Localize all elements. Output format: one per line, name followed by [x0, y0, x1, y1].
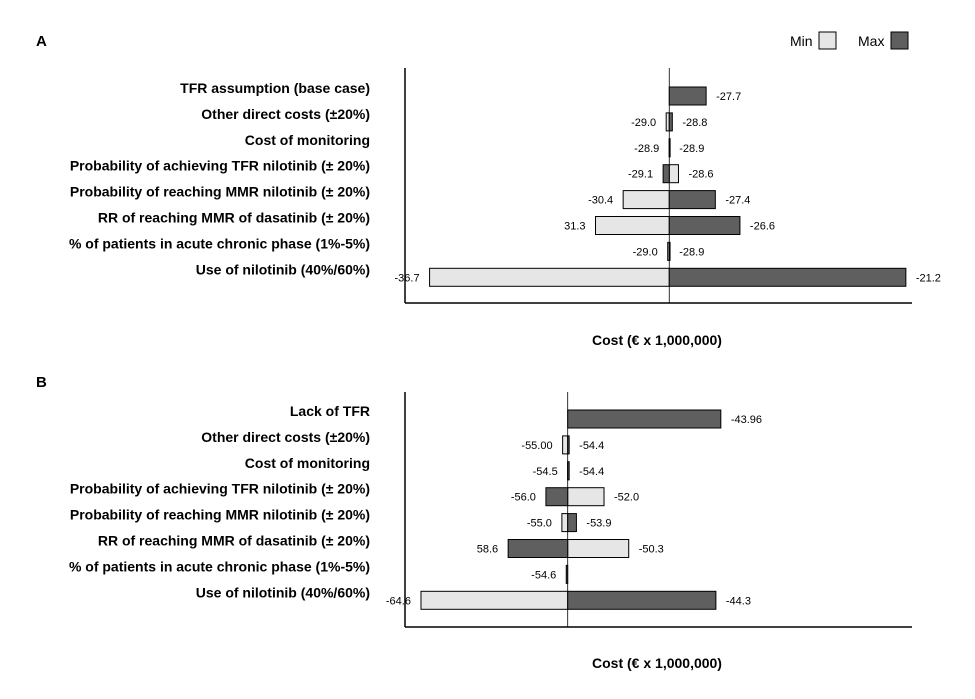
bar-min [562, 435, 569, 455]
category-label: RR of reaching MMR of dasatinib (± 20%) [98, 210, 370, 226]
value-label-min: -28.6 [688, 169, 713, 181]
bar-max [567, 513, 577, 533]
value-label-max: -27.4 [725, 195, 750, 207]
value-label-max: -28.9 [679, 143, 704, 155]
value-label-min: -50.3 [639, 544, 664, 556]
value-label-max: -27.7 [716, 91, 741, 103]
bar-min [429, 267, 670, 287]
bar-max [567, 590, 717, 610]
value-label-max: -54.4 [579, 466, 604, 478]
value-label-max: -28.8 [682, 117, 707, 129]
panel-b-bars: Lack of TFR -43.96 Other direct costs (±20… [69, 392, 912, 628]
category-label: Probability of reaching MMR nilotinib (±… [70, 184, 370, 200]
bar-max [567, 461, 570, 481]
panel-b: B Lack of TFR -43.96 Other direct costs (±… [36, 374, 912, 671]
legend-max-swatch [890, 31, 909, 50]
legend-max-label: Max [858, 33, 884, 49]
value-label-max: -26.6 [750, 221, 775, 233]
value-label-min: -29.0 [633, 246, 658, 258]
value-label-max: -54.6 [531, 569, 556, 581]
bar-max [567, 435, 570, 455]
category-label: Other direct costs (±20%) [201, 106, 370, 122]
category-label: Other direct costs (±20%) [201, 429, 370, 445]
value-label-max: -53.9 [586, 518, 611, 530]
panel-a: A TFR assumption (base case) -27.7 Other d… [36, 33, 941, 348]
legend-min-swatch [818, 31, 837, 50]
value-label-max: -54.4 [579, 440, 604, 452]
category-label: Probability of achieving TFR nilotinib (… [70, 481, 370, 497]
value-label-max: -43.96 [731, 414, 762, 426]
bar-max [668, 241, 671, 261]
value-label-min: -54.5 [533, 466, 558, 478]
value-label-min: -30.4 [588, 195, 613, 207]
panel-a-x-axis-title: Cost (€ x 1,000,000) [592, 332, 722, 348]
bar-max [565, 564, 569, 584]
bar-max [662, 164, 670, 184]
panel-b-label: B [36, 374, 47, 391]
value-label-min: 31.3 [564, 221, 585, 233]
panel-b-x-axis-title: Cost (€ x 1,000,000) [592, 655, 722, 671]
category-label: Cost of monitoring [245, 455, 370, 471]
value-label-min: -55.0 [527, 518, 552, 530]
category-label: % of patients in acute chronic phase (1%… [69, 558, 370, 574]
value-label-max: -29.1 [628, 169, 653, 181]
bar-max [668, 86, 707, 106]
value-label-min: -29.0 [631, 117, 656, 129]
bar-max [668, 216, 741, 235]
category-label: Cost of monitoring [245, 132, 370, 148]
value-label-min: -64.6 [386, 595, 411, 607]
value-label-min: -52.0 [614, 492, 639, 504]
bar-max [668, 112, 673, 132]
category-label: Probability of achieving TFR nilotinib (… [70, 158, 370, 174]
panel-a-bars: TFR assumption (base case) -27.7 Other dir… [69, 68, 941, 304]
bar-max [567, 409, 722, 429]
value-label-min: -55.00 [521, 440, 552, 452]
legend: Min Max [790, 31, 909, 50]
bar-max [668, 267, 907, 287]
value-label-max: -56.0 [511, 492, 536, 504]
value-label-max: -28.9 [679, 246, 704, 258]
category-label: Probability of reaching MMR nilotinib (±… [70, 507, 370, 523]
category-label: TFR assumption (base case) [180, 80, 370, 96]
value-label-max: -21.2 [916, 272, 941, 284]
value-label-max: 58.6 [477, 544, 498, 556]
value-label-min: -36.7 [395, 272, 420, 284]
category-label: % of patients in acute chronic phase (1%… [69, 235, 370, 251]
bar-max [668, 190, 716, 210]
bar-min [668, 164, 679, 184]
category-label: RR of reaching MMR of dasatinib (± 20%) [98, 533, 370, 549]
bar-min [420, 590, 569, 610]
bar-max [668, 138, 671, 158]
legend-min-label: Min [790, 33, 813, 49]
bar-min [622, 190, 670, 210]
bar-min [567, 539, 630, 558]
bar-max [545, 487, 569, 507]
bar-min [567, 487, 605, 507]
category-label: Lack of TFR [290, 403, 370, 419]
panel-a-label: A [36, 33, 47, 50]
category-label: Use of nilotinib (40%/60%) [196, 261, 370, 277]
bar-max [507, 539, 569, 558]
value-label-max: -44.3 [726, 595, 751, 607]
category-label: Use of nilotinib (40%/60%) [196, 584, 370, 600]
bar-min [561, 513, 569, 533]
value-label-min: -28.9 [634, 143, 659, 155]
bar-min [595, 216, 670, 235]
